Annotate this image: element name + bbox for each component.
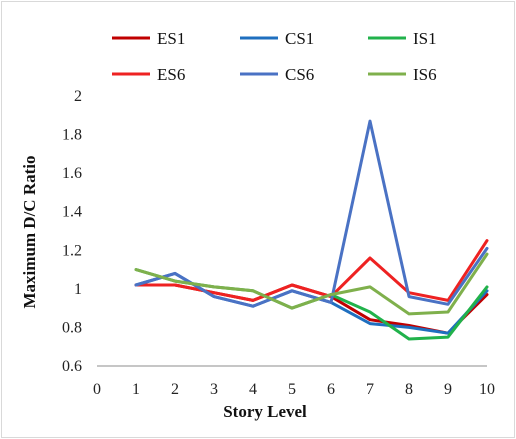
legend-label-cs6: CS6 (285, 65, 314, 84)
y-tick-label: 1.2 (62, 242, 82, 259)
x-tick-label: 4 (249, 381, 257, 398)
y-axis-title: Maximum D/C Ratio (20, 156, 39, 309)
x-tick-label: 1 (132, 381, 140, 398)
y-tick-label: 2 (74, 88, 82, 105)
legend-label-cs1: CS1 (285, 29, 314, 48)
legend-label-is6: IS6 (413, 65, 437, 84)
x-tick-label: 9 (444, 381, 452, 398)
x-axis-title: Story Level (223, 402, 307, 421)
x-tick-label: 8 (405, 381, 413, 398)
y-tick-label: 1 (74, 281, 82, 298)
x-tick-label: 3 (210, 381, 218, 398)
legend-label-es6: ES6 (157, 65, 185, 84)
y-tick-label: 0.8 (62, 319, 82, 336)
x-tick-label: 7 (366, 381, 374, 398)
x-tick-label: 10 (479, 381, 495, 398)
y-tick-label: 0.6 (62, 358, 82, 375)
legend-label-es1: ES1 (157, 29, 185, 48)
y-tick-label: 1.6 (62, 165, 82, 182)
legend-label-is1: IS1 (413, 29, 437, 48)
x-tick-label: 0 (93, 381, 101, 398)
series-line-is6 (134, 252, 489, 316)
series-line-cs6 (134, 119, 489, 308)
x-tick-label: 2 (171, 381, 179, 398)
series-line-es6 (134, 239, 489, 302)
y-tick-label: 1.8 (62, 127, 82, 144)
x-tick-label: 6 (327, 381, 335, 398)
y-tick-label: 1.4 (62, 204, 82, 221)
x-tick-label: 5 (288, 381, 296, 398)
